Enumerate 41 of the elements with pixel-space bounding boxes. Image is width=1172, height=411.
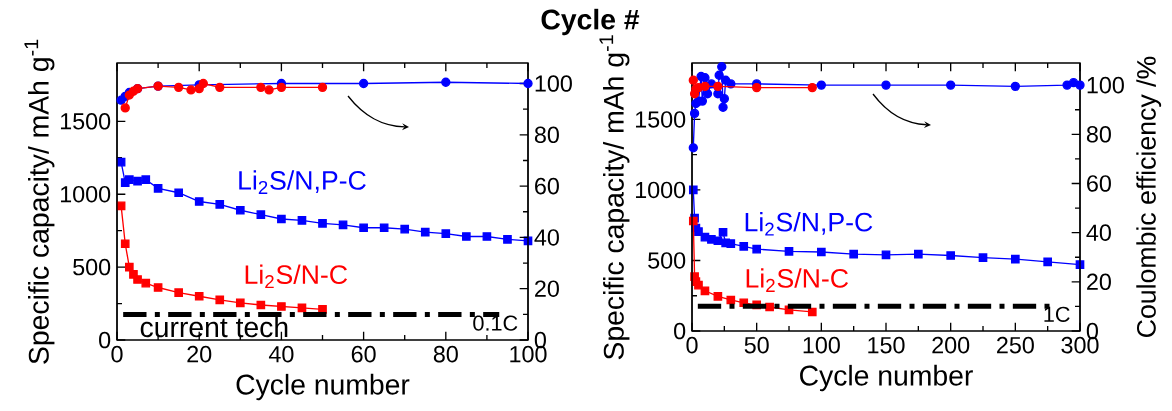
y2-tick-label: 80 [1086, 126, 1111, 143]
x-tick-label: 20 [187, 345, 212, 363]
series-label: Li$_{2}$S/N,P-C [239, 170, 366, 194]
x-axis-title: Cycle number [236, 373, 410, 401]
y-tick-label: 1000 [635, 181, 686, 199]
y2-tick-label: 20 [1087, 273, 1111, 291]
y2-tick-label: 20 [535, 280, 559, 297]
annotation: 1C [1044, 306, 1070, 322]
series-label: Li$_{2}$S/N-C [245, 264, 348, 289]
x-tick-label: 0 [686, 336, 698, 354]
y-tick-label: 1500 [60, 113, 111, 130]
y-tick-label: 0 [674, 322, 686, 340]
annotation: 0.1C [473, 315, 518, 331]
x-tick-label: 80 [433, 345, 458, 363]
x-tick-label: 100 [803, 336, 840, 354]
y2-tick-label: 100 [1087, 76, 1124, 94]
y-tick-label: 1000 [60, 185, 111, 203]
x-tick-label: 60 [351, 345, 376, 363]
y-axis-title: Specific capacity/ mAh g$^{-1}$ [599, 35, 630, 360]
y-tick-label: 500 [73, 258, 111, 276]
series-label: Li$_{2}$S/N-C [746, 268, 849, 292]
y2-axis-title: Coulombic efficiency /% [1136, 56, 1162, 337]
y2-tick-label: 40 [534, 229, 559, 246]
y-axis-title: Specific capacity/ mAh g$^{-1}$ [24, 39, 55, 364]
x-tick-label: 250 [997, 336, 1034, 354]
y-tick-label: 500 [648, 252, 686, 269]
x-tick-label: 200 [932, 336, 970, 354]
y2-tick-label: 100 [535, 75, 572, 92]
x-tick-label: 40 [268, 345, 294, 363]
y2-tick-label: 60 [535, 177, 559, 195]
x-tick-label: 0 [111, 345, 123, 363]
y-tick-label: 1500 [635, 111, 686, 128]
x-tick-label: 50 [744, 336, 769, 354]
x-tick-label: 150 [868, 336, 905, 354]
series-label: Li$_{2}$S/N,P-C [745, 211, 873, 236]
y2-tick-label: 60 [1087, 175, 1111, 192]
y2-tick-label: 80 [534, 126, 559, 144]
y2-tick-label: 40 [1086, 224, 1111, 241]
ref-line-label: current tech [140, 316, 288, 338]
x-axis-title: Cycle number [800, 364, 973, 392]
text: Cycle # [541, 8, 640, 36]
